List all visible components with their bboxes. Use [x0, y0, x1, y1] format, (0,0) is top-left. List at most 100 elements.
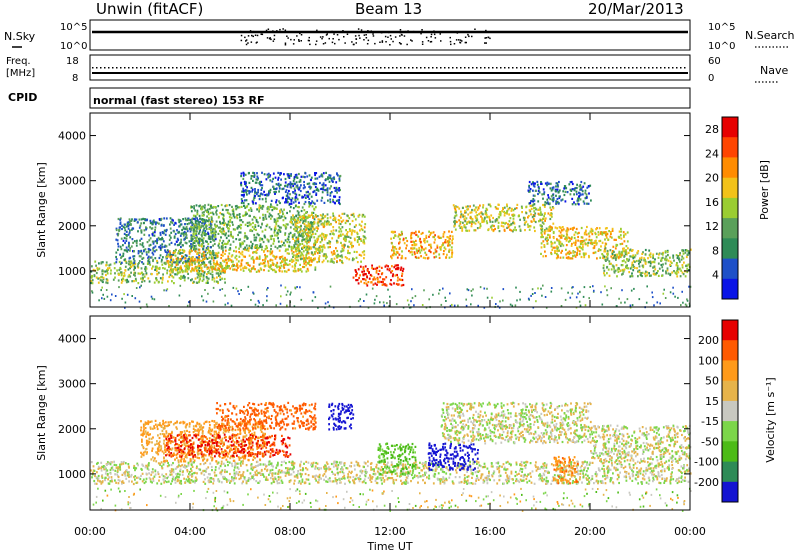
power-cell: [220, 256, 223, 260]
power-cell: [337, 199, 340, 202]
power-cell: [279, 229, 282, 232]
freq-point: [300, 67, 302, 69]
power-cell: [310, 195, 313, 198]
power-cell: [554, 249, 556, 252]
freq-point: [572, 67, 574, 69]
power-cell: [585, 193, 588, 196]
power-cell: [348, 217, 351, 220]
power-cell: [607, 268, 610, 271]
power-cell: [525, 212, 528, 215]
freq-point: [200, 67, 202, 69]
power-cell: [168, 265, 170, 269]
power-cell: [200, 243, 203, 246]
nsearch-point: [245, 39, 248, 41]
power-cell: [323, 238, 326, 241]
power-cell: [465, 298, 467, 301]
power-cell: [593, 246, 596, 249]
power-cell: [301, 196, 304, 199]
power-cell: [391, 246, 394, 249]
power-cell: [572, 250, 575, 253]
power-cell: [269, 217, 272, 220]
power-cell: [317, 224, 320, 227]
power-cell: [239, 265, 242, 268]
power-cell: [284, 177, 287, 181]
nsearch-point: [360, 29, 363, 31]
power-cell: [435, 250, 438, 253]
power-cell: [96, 267, 99, 270]
power-cell: [217, 267, 220, 270]
power-cell: [290, 199, 293, 202]
power-cell: [288, 241, 291, 244]
power-cell: [602, 264, 605, 267]
power-cell: [682, 273, 685, 276]
power-cell: [432, 252, 435, 255]
power-cell: [667, 272, 670, 275]
power-cell: [458, 207, 461, 210]
power-cell: [149, 226, 151, 229]
power-cell: [304, 218, 307, 221]
power-cell: [246, 237, 249, 240]
power-cell: [246, 212, 248, 215]
power-cell: [319, 248, 321, 251]
power-cell: [114, 272, 116, 275]
freq-point: [140, 67, 142, 69]
freq-point: [416, 67, 418, 69]
power-cell: [321, 232, 323, 235]
power-cell: [261, 245, 263, 248]
power-cell: [202, 248, 205, 251]
power-cell: [279, 302, 282, 305]
nsearch-point: [328, 37, 330, 40]
power-cell: [177, 239, 180, 242]
power-cell: [236, 217, 239, 220]
power-cell: [580, 255, 583, 259]
power-cell: [205, 233, 208, 236]
power-cell: [413, 247, 416, 250]
power-cell: [209, 246, 212, 249]
power-cell: [606, 249, 609, 253]
power-cell: [291, 235, 294, 239]
power-cell: [137, 263, 139, 266]
power-cell: [623, 254, 626, 257]
power-cell: [336, 249, 339, 253]
power-cell: [239, 238, 242, 241]
power-cell: [195, 237, 198, 240]
power-cell: [442, 243, 444, 246]
power-cell: [578, 250, 581, 253]
power-cell: [278, 256, 281, 259]
power-cell: [599, 232, 602, 235]
power-cell: [287, 263, 289, 266]
power-cell: [302, 233, 304, 236]
nsearch-point: [260, 33, 262, 35]
power-cell: [236, 226, 239, 230]
freq-point: [108, 67, 110, 69]
power-cell: [595, 243, 598, 246]
power-cell: [134, 277, 137, 280]
power-cell: [305, 246, 308, 249]
power-cell: [126, 293, 129, 296]
power-cell: [362, 266, 365, 269]
power-cell: [197, 259, 199, 262]
power-cell: [261, 187, 263, 190]
power-cell: [623, 235, 625, 239]
power-cell: [127, 263, 130, 266]
power-cell: [356, 261, 359, 264]
power-cell: [333, 233, 335, 236]
power-cell: [332, 200, 335, 203]
power-cell: [314, 242, 317, 245]
power-cell: [147, 259, 150, 262]
power-cell: [539, 224, 542, 227]
power-cell: [286, 290, 289, 293]
power-cell: [521, 211, 523, 214]
power-cell: [464, 220, 467, 223]
power-cell: [311, 213, 313, 217]
freq-point: [240, 67, 242, 69]
power-cell: [282, 212, 285, 215]
power-cell: [541, 294, 543, 297]
power-cell: [366, 269, 369, 272]
power-cell: [597, 231, 600, 234]
power-cell: [309, 224, 312, 227]
power-cell: [269, 250, 272, 253]
power-cell: [575, 190, 578, 193]
power-cell: [176, 267, 179, 270]
power-cell: [326, 223, 328, 226]
